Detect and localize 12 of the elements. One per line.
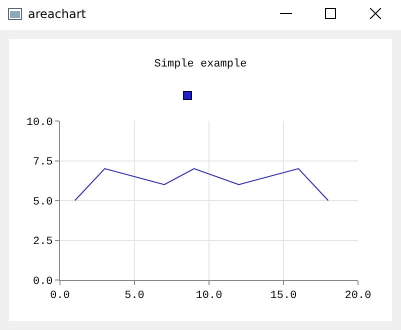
y-tick-label: 10.0 [26, 116, 53, 129]
chart-title: Simple example [154, 58, 247, 70]
x-tick-label: 10.0 [196, 290, 222, 302]
text: areachart [28, 7, 86, 21]
x-tick-label: 15.0 [270, 290, 297, 302]
y-tick-label: 7.5 [32, 156, 53, 169]
x-tick-label: 20.0 [344, 290, 372, 302]
y-tick-label: 5.0 [32, 196, 53, 208]
x-tick-label: 0.0 [50, 290, 70, 302]
x-tick-label: 5.0 [124, 290, 144, 302]
y-tick-label: 0.0 [32, 276, 53, 288]
y-tick-label: 2.5 [32, 236, 53, 248]
